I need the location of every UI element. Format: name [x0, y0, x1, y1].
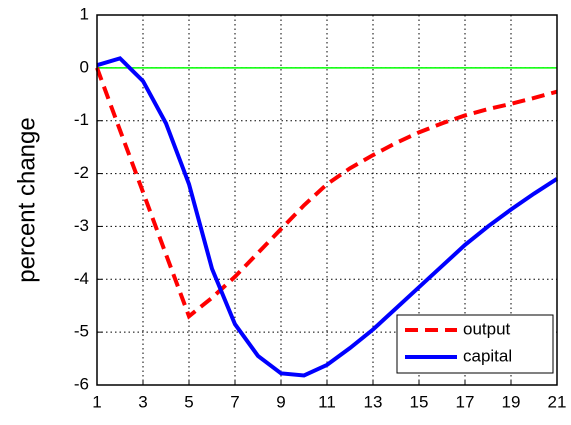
- y-tick-label: -4: [74, 269, 89, 288]
- x-tick-label: 7: [230, 392, 239, 411]
- x-tick-label: 17: [456, 392, 475, 411]
- x-tick-label: 3: [138, 392, 147, 411]
- x-tick-label: 9: [276, 392, 285, 411]
- y-tick-label: 0: [80, 57, 89, 76]
- x-tick-label: 21: [548, 392, 567, 411]
- plot-frame: [96, 14, 558, 386]
- y-tick-label: 1: [80, 4, 89, 23]
- y-tick-label: -6: [74, 374, 89, 393]
- legend-label: capital: [463, 346, 512, 365]
- y-tick-label: -2: [74, 163, 89, 182]
- legend-label: output: [463, 319, 511, 338]
- x-tick-label: 13: [364, 392, 383, 411]
- x-tick-label: 1: [92, 392, 101, 411]
- y-axis-label: percent change: [13, 117, 40, 282]
- line: [95, 67, 558, 320]
- x-tick-label: 15: [410, 392, 429, 411]
- legend-box: [396, 314, 554, 374]
- line: [96, 56, 559, 378]
- x-tick-label: 5: [184, 392, 193, 411]
- y-tick-label: -5: [74, 322, 89, 341]
- y-tick-label: -1: [74, 110, 89, 129]
- x-tick-label: 11: [318, 392, 336, 411]
- x-tick-label: 19: [502, 392, 521, 411]
- y-tick-label: -3: [74, 216, 89, 235]
